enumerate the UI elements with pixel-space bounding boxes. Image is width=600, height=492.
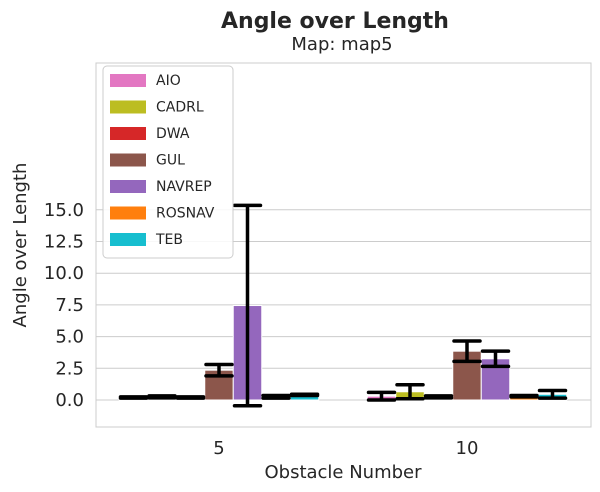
- error-bar: [537, 388, 568, 400]
- error-bar: [261, 393, 291, 400]
- y-tick-label: 15.0: [44, 200, 84, 221]
- x-tick-label: 5: [213, 438, 224, 459]
- y-tick-labels: 0.0 2.5 5.0 7.5 10.0 12.5 15.0: [44, 200, 84, 411]
- error-bar: [452, 339, 482, 364]
- error-bars: [118, 203, 568, 408]
- error-bar: [289, 392, 320, 398]
- legend: AIO CADRL DWA GUL NAVREP ROSNAV TEB: [102, 65, 234, 259]
- legend-swatch: [110, 100, 146, 114]
- legend-swatch: [110, 233, 146, 246]
- legend-label: DWA: [156, 126, 190, 142]
- error-bar: [423, 394, 454, 400]
- y-tick-label: 5.0: [55, 327, 84, 348]
- y-tick-label: 0.0: [55, 390, 84, 411]
- error-bar: [480, 349, 511, 369]
- legend-label: ROSNAV: [156, 206, 215, 222]
- y-tick-label: 2.5: [55, 358, 84, 379]
- error-bar: [509, 393, 539, 399]
- error-bar: [175, 395, 206, 400]
- legend-label: AIO: [156, 73, 181, 89]
- error-bar: [118, 395, 149, 400]
- legend-swatch: [110, 153, 146, 167]
- legend-label: CADRL: [156, 100, 204, 116]
- x-tick-label: 10: [456, 438, 479, 459]
- y-tick-label: 7.5: [55, 295, 84, 316]
- error-bar: [366, 390, 397, 402]
- legend-swatch: [110, 206, 146, 220]
- legend-label: NAVREP: [156, 179, 212, 195]
- legend-swatch: [110, 127, 146, 140]
- chart-subtitle: Map: map5: [291, 34, 392, 55]
- x-tick-labels: 5 10: [213, 438, 478, 459]
- x-axis-label: Obstacle Number: [264, 462, 422, 483]
- y-axis-label: Angle over Length: [10, 163, 31, 328]
- legend-label: GUL: [156, 153, 185, 169]
- error-bar: [395, 383, 425, 401]
- legend-swatch: [110, 180, 146, 193]
- legend-swatch: [110, 74, 146, 87]
- chart-title: Angle over Length: [221, 9, 449, 34]
- error-bar: [204, 362, 234, 378]
- y-tick-label: 10.0: [44, 263, 84, 284]
- legend-label: TEB: [155, 232, 183, 248]
- error-bar: [232, 203, 263, 408]
- y-tick-label: 12.5: [44, 232, 84, 253]
- error-bar: [147, 394, 177, 400]
